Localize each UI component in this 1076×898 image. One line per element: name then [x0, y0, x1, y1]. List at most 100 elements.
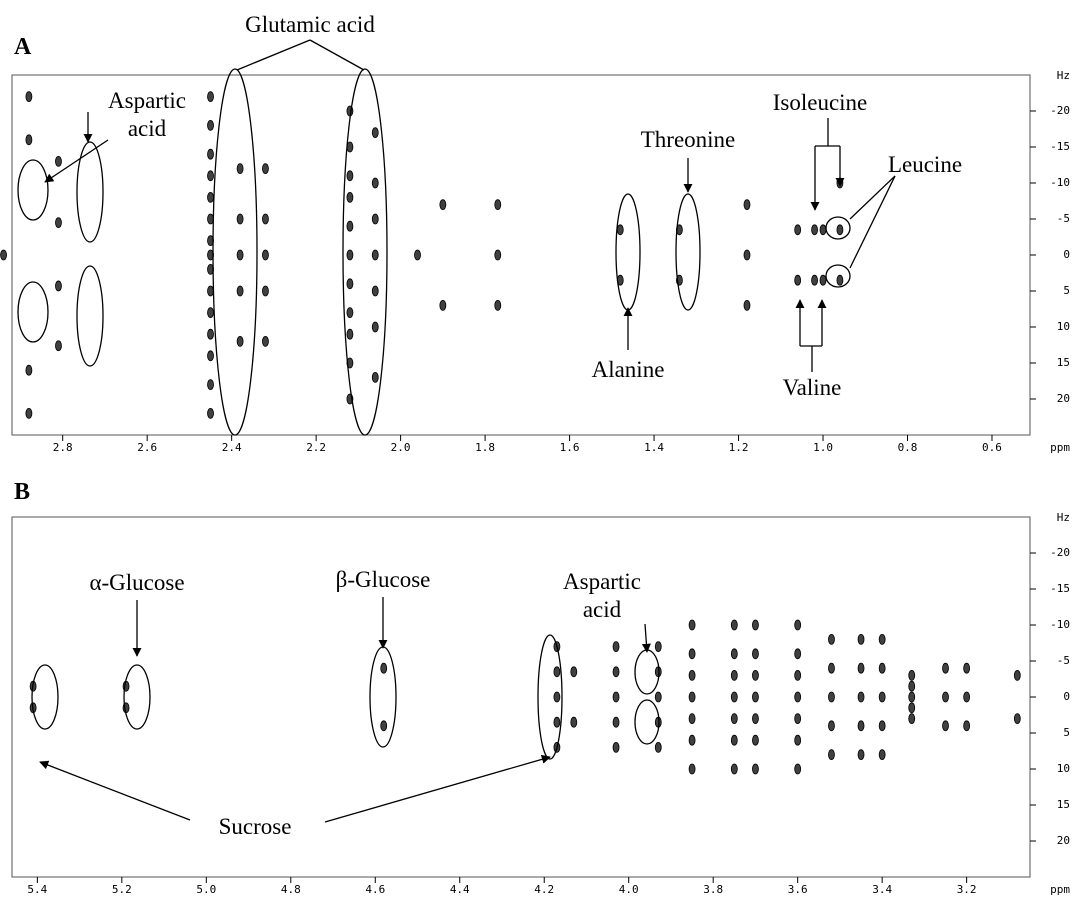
- y-tick-label: -20: [1050, 104, 1070, 117]
- peak: [654, 691, 662, 703]
- y-tick-label: 0: [1063, 690, 1070, 703]
- x-tick-label: 2.6: [137, 441, 157, 454]
- annotation: Sucrose: [218, 814, 292, 839]
- peak: [730, 648, 738, 660]
- peak: [908, 680, 916, 692]
- peak: [836, 224, 844, 236]
- peak: [730, 670, 738, 681]
- peak: [207, 307, 214, 319]
- peak: [494, 199, 502, 211]
- panel-label: A: [14, 34, 32, 60]
- peak: [688, 619, 696, 631]
- annotation: β-Glucose: [335, 567, 431, 592]
- peak: [908, 713, 916, 724]
- peak: [794, 224, 802, 236]
- x-tick-label: 4.2: [534, 883, 554, 896]
- peak: [262, 213, 269, 225]
- peak: [346, 307, 354, 319]
- annotation-ellipse: [615, 193, 641, 311]
- peak: [963, 720, 971, 732]
- peak: [612, 641, 620, 652]
- peak: [942, 720, 949, 732]
- annotation: Glutamic acid: [245, 12, 375, 37]
- y-tick-label: -15: [1050, 140, 1070, 153]
- peak: [25, 134, 33, 146]
- peak: [794, 763, 802, 775]
- annotation: Threonine: [640, 127, 736, 152]
- peak: [236, 249, 244, 261]
- peak: [752, 670, 759, 681]
- annotation-ellipse: [17, 281, 49, 343]
- y-tick-label: 20: [1057, 834, 1070, 847]
- x-tick-label: 5.4: [27, 883, 47, 896]
- x-tick-label: 2.4: [222, 441, 242, 454]
- annotation-ellipse: [369, 646, 397, 748]
- peak: [0, 249, 7, 261]
- leader-line: [849, 175, 896, 269]
- peak: [612, 666, 620, 678]
- y-tick-label: -10: [1050, 618, 1070, 631]
- x-tick-label: 1.0: [813, 441, 833, 454]
- annotation-ellipse: [675, 193, 701, 311]
- peak: [908, 670, 916, 681]
- annotation-ellipse: [634, 699, 660, 745]
- peak: [371, 249, 379, 261]
- peak: [794, 713, 802, 724]
- annotation-ellipse: [123, 664, 151, 730]
- peak: [688, 763, 696, 775]
- peak: [346, 328, 354, 340]
- peak: [612, 742, 620, 753]
- peak: [55, 155, 62, 167]
- annotation-ellipse: [76, 141, 104, 243]
- panel-label: B: [14, 479, 31, 505]
- annotation: Leucine: [887, 152, 963, 177]
- x-tick-label: 1.2: [729, 441, 749, 454]
- x-tick-label: 1.6: [560, 441, 580, 454]
- peak: [730, 713, 738, 724]
- x-tick-label: 2.0: [391, 441, 411, 454]
- peak: [828, 720, 835, 732]
- peak: [878, 662, 886, 674]
- peak: [346, 220, 354, 232]
- peak: [207, 350, 214, 362]
- annotation: Aspartic acid: [563, 569, 641, 622]
- peak: [752, 713, 759, 724]
- peak: [207, 120, 214, 131]
- annotation-ellipse: [17, 159, 49, 221]
- peak: [730, 734, 738, 746]
- peak: [371, 321, 379, 333]
- peak: [439, 299, 447, 311]
- x-tick-label: 2.8: [53, 441, 73, 454]
- peak: [207, 91, 214, 102]
- arrow: [641, 623, 651, 653]
- peak: [688, 691, 696, 703]
- peak: [346, 191, 354, 203]
- peak: [794, 734, 802, 746]
- peak: [942, 691, 949, 703]
- peak: [688, 648, 696, 660]
- x-tick-label: 5.2: [112, 883, 132, 896]
- peak: [494, 299, 502, 311]
- peak: [371, 177, 379, 189]
- y-tick-label: -5: [1057, 212, 1070, 225]
- peak: [908, 702, 916, 714]
- peak: [207, 285, 214, 297]
- x-axis-label: ppm: [1050, 441, 1070, 454]
- x-tick-label: 0.6: [982, 441, 1002, 454]
- peak: [616, 224, 624, 236]
- peak: [55, 217, 62, 229]
- peak: [262, 285, 269, 297]
- y-tick-label: -20: [1050, 546, 1070, 559]
- leader-line: [236, 39, 311, 71]
- x-tick-label: 4.8: [281, 883, 301, 896]
- peak: [752, 734, 759, 746]
- peak: [236, 213, 244, 225]
- x-tick-label: 2.2: [306, 441, 326, 454]
- y-tick-label: 10: [1057, 320, 1070, 333]
- peak: [878, 691, 886, 703]
- x-tick-label: 4.4: [450, 883, 470, 896]
- x-tick-label: 4.6: [365, 883, 385, 896]
- annotation-ellipse: [31, 664, 59, 730]
